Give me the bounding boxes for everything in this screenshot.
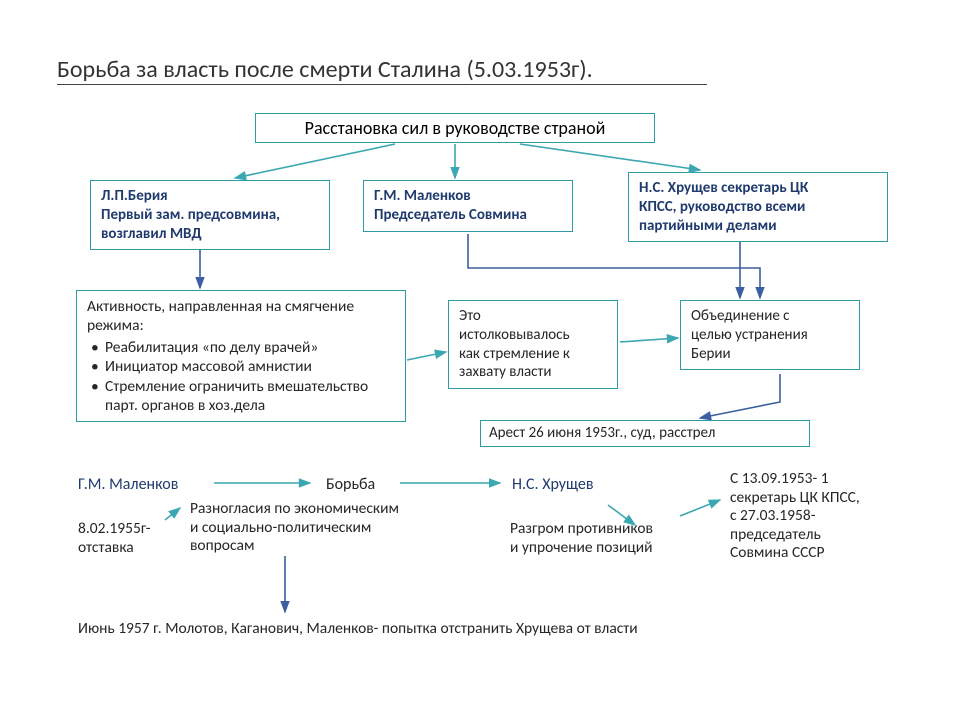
line: С 13.09.1953- 1	[730, 470, 860, 489]
box-arrest: Арест 26 июня 1953г., суд, расстрел	[480, 420, 810, 447]
bullet: Реабилитация «по делу врачей»	[91, 338, 395, 357]
bullets: Реабилитация «по делу врачей» Инициатор …	[87, 338, 395, 416]
box-top: Расстановка сил в руководстве страной	[255, 113, 655, 143]
line: вопросам	[190, 537, 399, 556]
line: Первый зам. предсовмина,	[101, 206, 319, 225]
box-interp: Это истолковывалось как стремление к зах…	[448, 300, 618, 389]
line: как стремление к	[459, 345, 607, 364]
line: возглавил МВД	[101, 225, 319, 244]
line: с 27.03.1958-	[730, 507, 860, 526]
line: Н.С. Хрущев секретарь ЦК	[639, 179, 877, 198]
line: секретарь ЦК КПСС,	[730, 489, 860, 508]
box-malenkov: Г.М. Маленков Председатель Совмина	[363, 180, 573, 232]
line: и социально-политическим	[190, 519, 399, 538]
line: партийными делами	[639, 217, 877, 236]
line: Это	[459, 307, 607, 326]
box-unite: Объединение с целью устранения Берии	[680, 300, 860, 370]
line: Председатель Совмина	[374, 206, 562, 225]
txt-razgrom: Разгром противников и упрочение позиций	[510, 520, 653, 557]
line: Объединение с	[691, 307, 849, 326]
bullet: Стремление ограничить вмешательство парт…	[91, 377, 395, 416]
txt-gm: Г.М. Маленков	[78, 475, 178, 494]
bullet: Инициатор массовой амнистии	[91, 357, 395, 376]
line: и упрочение позиций	[510, 539, 653, 558]
line: председатель	[730, 526, 860, 545]
box-beria: Л.П.Берия Первый зам. предсовмина, возгл…	[90, 180, 330, 250]
line: истолковывалось	[459, 326, 607, 345]
line: Г.М. Маленков	[374, 187, 562, 206]
txt-razn: Разногласия по экономическим и социально…	[190, 500, 399, 556]
line: целью устранения	[691, 326, 849, 345]
txt-since: С 13.09.1953- 1 секретарь ЦК КПСС, с 27.…	[730, 470, 860, 563]
line: КПСС, руководство всеми	[639, 198, 877, 217]
txt-nsk: Н.С. Хрущев	[512, 475, 594, 494]
box-activity: Активность, направленная на смягчение ре…	[76, 290, 406, 422]
line: Совмина СССР	[730, 544, 860, 563]
line: Л.П.Берия	[101, 187, 319, 206]
intro: Активность, направленная на смягчение ре…	[87, 297, 395, 336]
txt-ostavka: 8.02.1955г- отставка	[78, 520, 151, 557]
line: Разногласия по экономическим	[190, 500, 399, 519]
line: захвату власти	[459, 363, 607, 382]
txt-june57: Июнь 1957 г. Молотов, Каганович, Маленко…	[78, 620, 638, 639]
line: отставка	[78, 539, 151, 558]
line: Разгром противников	[510, 520, 653, 539]
line: Берии	[691, 345, 849, 364]
txt-borba: Борьба	[326, 475, 375, 494]
page-title: Борьба за власть после смерти Сталина (5…	[57, 55, 707, 85]
box-khrushchev: Н.С. Хрущев секретарь ЦК КПСС, руководст…	[628, 172, 888, 242]
line: 8.02.1955г-	[78, 520, 151, 539]
